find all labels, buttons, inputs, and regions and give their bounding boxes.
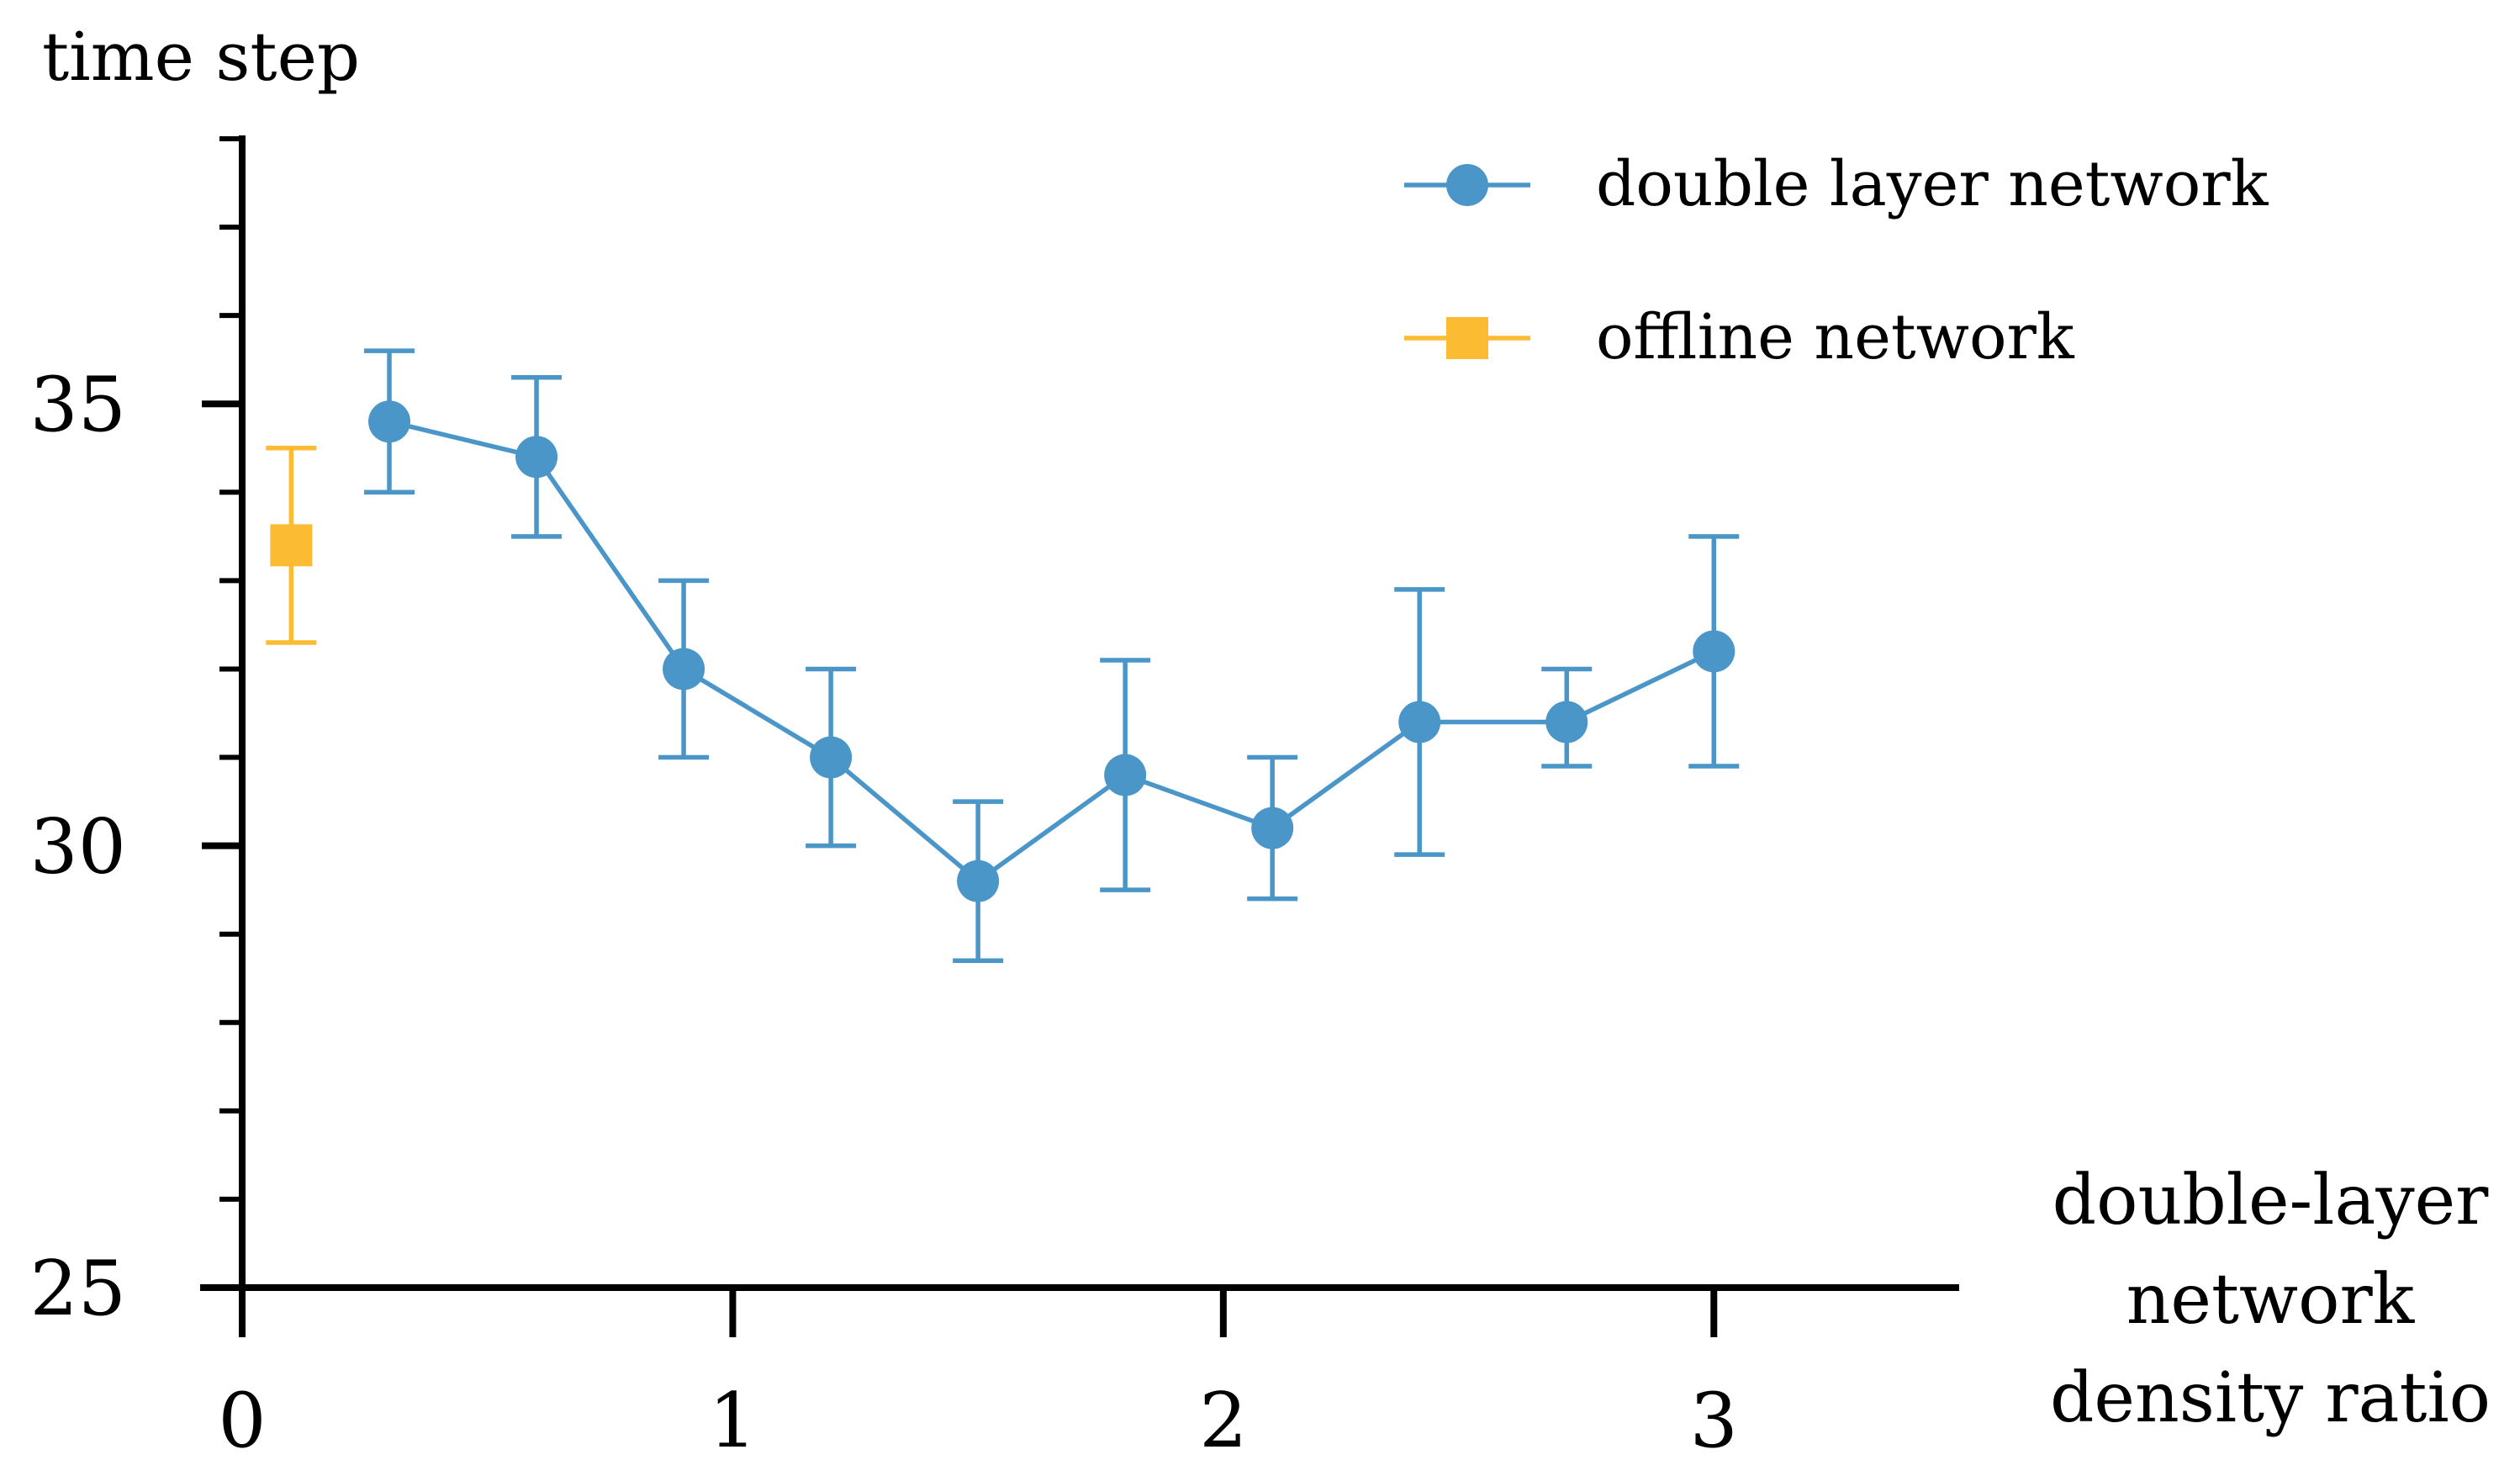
legend: double layer network offline network — [1404, 148, 2269, 373]
series-layer — [266, 348, 1740, 963]
data-point — [1398, 701, 1441, 743]
legend-label: double layer network — [1596, 148, 2269, 220]
data-point — [957, 860, 1000, 902]
x-tick-label: 2 — [1199, 1377, 1247, 1465]
x-axis-title: double-layer network density ratio — [2050, 1161, 2491, 1438]
x-tick-label: 3 — [1690, 1377, 1738, 1465]
data-point — [663, 648, 705, 690]
x-axis-title-line: network — [2126, 1260, 2416, 1340]
data-point — [1104, 754, 1147, 796]
axes: 25 30 35 0 1 2 3 — [29, 135, 1959, 1465]
x-axis-title-line: double-layer — [2052, 1161, 2490, 1241]
series-line — [388, 419, 1715, 884]
data-point — [1545, 701, 1588, 743]
y-tick-label: 30 — [29, 803, 126, 891]
series-offline-network — [266, 446, 317, 645]
data-point — [1251, 807, 1294, 849]
y-axis-title: time step — [42, 18, 360, 96]
legend-marker — [1446, 164, 1488, 206]
series-double-layer-network — [364, 348, 1740, 963]
data-point — [1693, 630, 1735, 673]
legend-item: offline network — [1404, 301, 2075, 373]
data-point — [270, 524, 313, 567]
legend-label: offline network — [1596, 301, 2075, 373]
x-tick-label: 0 — [218, 1377, 266, 1465]
legend-marker — [1446, 317, 1488, 359]
data-point — [368, 400, 411, 443]
y-tick-label: 35 — [29, 361, 126, 449]
legend-item: double layer network — [1404, 148, 2269, 220]
y-tick-label: 25 — [29, 1245, 126, 1333]
x-tick-label: 1 — [709, 1377, 757, 1465]
data-point — [810, 736, 853, 779]
x-axis-title-line: density ratio — [2050, 1358, 2491, 1438]
data-point — [515, 436, 558, 479]
